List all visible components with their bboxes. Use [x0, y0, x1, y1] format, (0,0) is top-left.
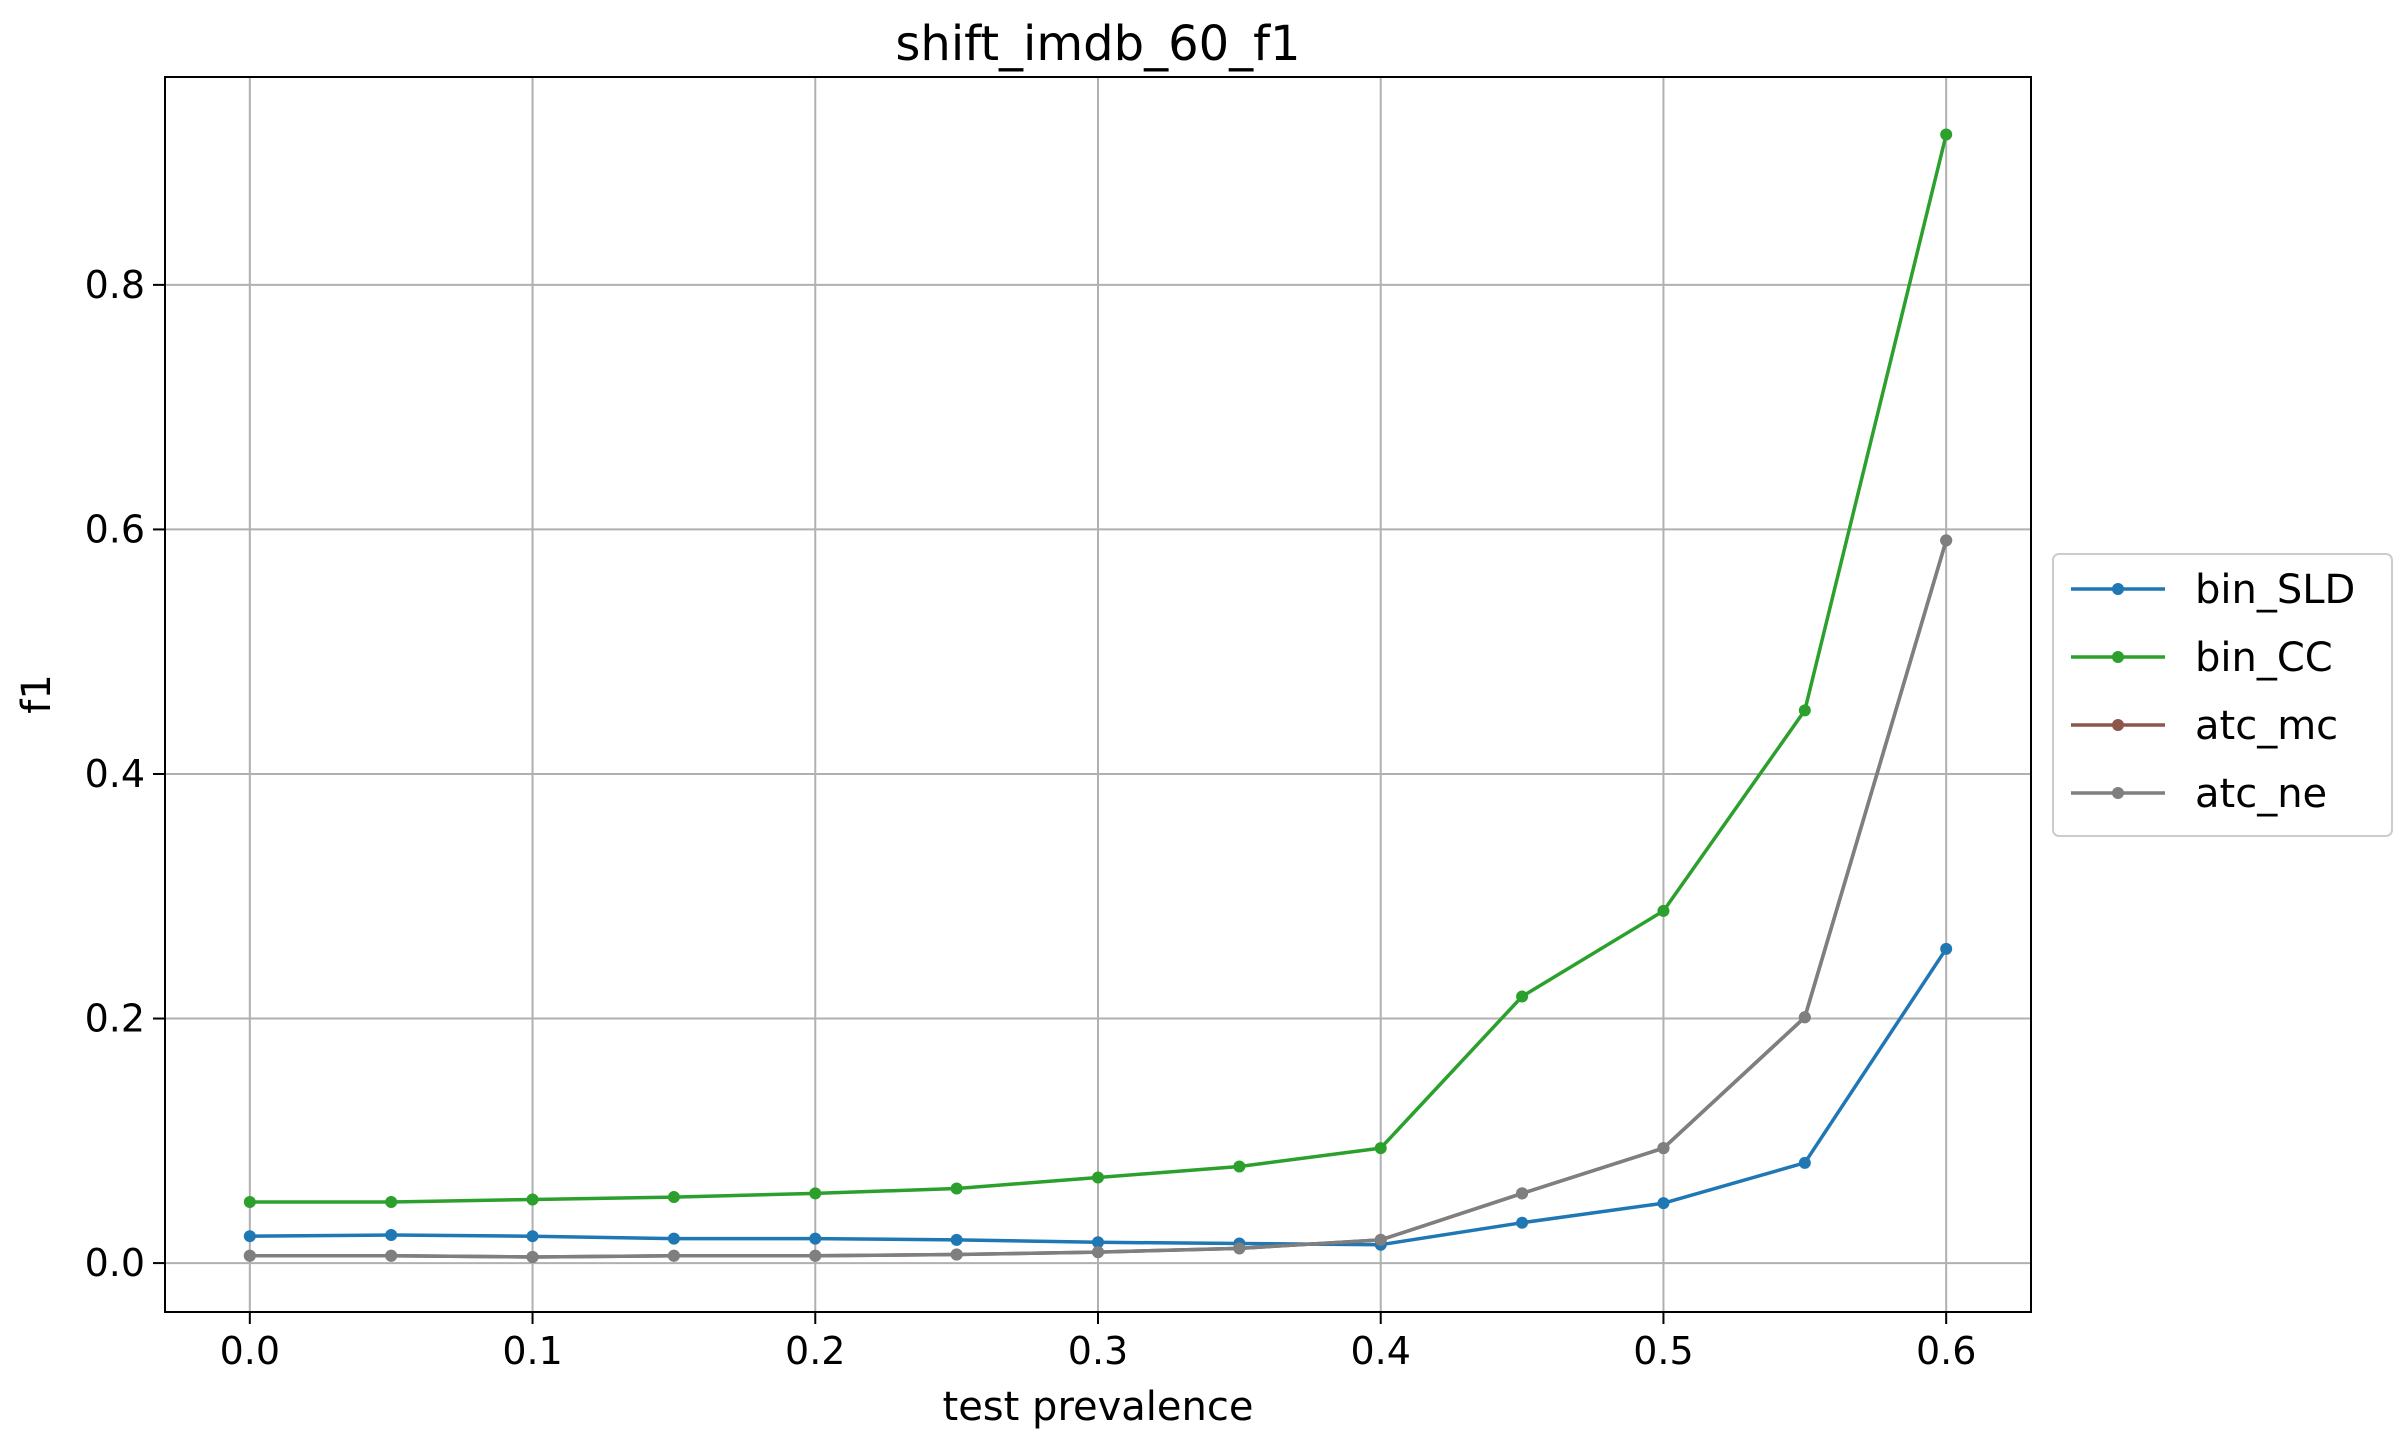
- legend-entry: bin_CC: [2071, 635, 2333, 681]
- legend-marker: [2112, 583, 2124, 595]
- data-point: [1798, 704, 1811, 717]
- data-point: [526, 1250, 539, 1263]
- data-point: [1657, 904, 1670, 917]
- data-point: [1374, 1233, 1387, 1246]
- data-point: [809, 1187, 822, 1200]
- data-point: [809, 1249, 822, 1262]
- y-axis-ticks: 0.0 0.2 0.4 0.6 0.8: [85, 263, 165, 1285]
- data-point: [1233, 1160, 1246, 1173]
- x-tick-label: 0.3: [1068, 1329, 1128, 1373]
- legend-marker: [2112, 787, 2124, 799]
- data-point: [1940, 534, 1953, 547]
- series-lines: [243, 128, 1953, 1263]
- data-point: [1940, 942, 1953, 955]
- y-tick-label: 0.2: [85, 997, 145, 1041]
- data-point: [1940, 128, 1953, 141]
- data-point: [385, 1228, 398, 1241]
- y-tick-label: 0.0: [85, 1241, 145, 1285]
- legend-label: atc_mc: [2195, 703, 2338, 749]
- chart-title: shift_imdb_60_f1: [895, 16, 1300, 72]
- data-point: [667, 1191, 680, 1204]
- data-point: [1798, 1156, 1811, 1169]
- legend-marker: [2112, 719, 2124, 731]
- data-point: [667, 1249, 680, 1262]
- data-point: [950, 1182, 963, 1195]
- legend-marker: [2112, 651, 2124, 663]
- x-tick-label: 0.5: [1633, 1329, 1693, 1373]
- legend-entry: bin_SLD: [2071, 567, 2355, 613]
- y-tick-label: 0.4: [85, 752, 145, 796]
- data-point: [1092, 1171, 1104, 1184]
- legend-label: bin_SLD: [2195, 567, 2355, 613]
- x-tick-label: 0.4: [1351, 1329, 1411, 1373]
- data-point: [1798, 1011, 1811, 1024]
- data-point: [1374, 1142, 1387, 1155]
- legend-entry: atc_ne: [2071, 771, 2327, 817]
- legend-label: atc_ne: [2195, 771, 2327, 817]
- x-axis-title: test prevalence: [943, 1384, 1254, 1430]
- data-point: [1516, 1216, 1529, 1229]
- data-point: [1516, 990, 1529, 1003]
- data-point: [1233, 1242, 1246, 1255]
- series-bin_CC: [243, 128, 1953, 1208]
- legend-label: bin_CC: [2195, 635, 2333, 681]
- series-atc_ne: [243, 534, 1953, 1263]
- x-tick-label: 0.6: [1916, 1329, 1976, 1373]
- data-point: [1092, 1246, 1104, 1259]
- data-point: [950, 1248, 963, 1261]
- data-point: [243, 1249, 256, 1262]
- data-point: [809, 1232, 822, 1245]
- x-tick-label: 0.2: [785, 1329, 845, 1373]
- data-point: [1516, 1187, 1529, 1200]
- legend-frame: [2052, 553, 2393, 837]
- data-point: [1657, 1142, 1670, 1155]
- x-tick-label: 0.0: [220, 1329, 280, 1373]
- y-axis-title: f1: [14, 674, 60, 714]
- y-tick-label: 0.8: [85, 263, 145, 307]
- grid: [165, 77, 2031, 1312]
- data-point: [950, 1233, 963, 1246]
- data-point: [1657, 1197, 1670, 1210]
- x-axis-ticks: 0.0 0.1 0.2 0.3 0.4 0.5 0.6: [220, 1312, 1976, 1373]
- legend: bin_SLD bin_CC atc_mc atc_ne: [2052, 553, 2393, 837]
- x-tick-label: 0.1: [502, 1329, 562, 1373]
- data-point: [243, 1195, 256, 1208]
- y-tick-label: 0.6: [85, 507, 145, 551]
- data-point: [526, 1193, 539, 1206]
- data-point: [385, 1249, 398, 1262]
- data-point: [243, 1230, 256, 1243]
- legend-entry: atc_mc: [2071, 703, 2338, 749]
- data-point: [385, 1195, 398, 1208]
- series-bin_SLD: [243, 942, 1953, 1251]
- data-point: [1092, 1236, 1104, 1249]
- data-point: [526, 1230, 539, 1243]
- data-point: [667, 1232, 680, 1245]
